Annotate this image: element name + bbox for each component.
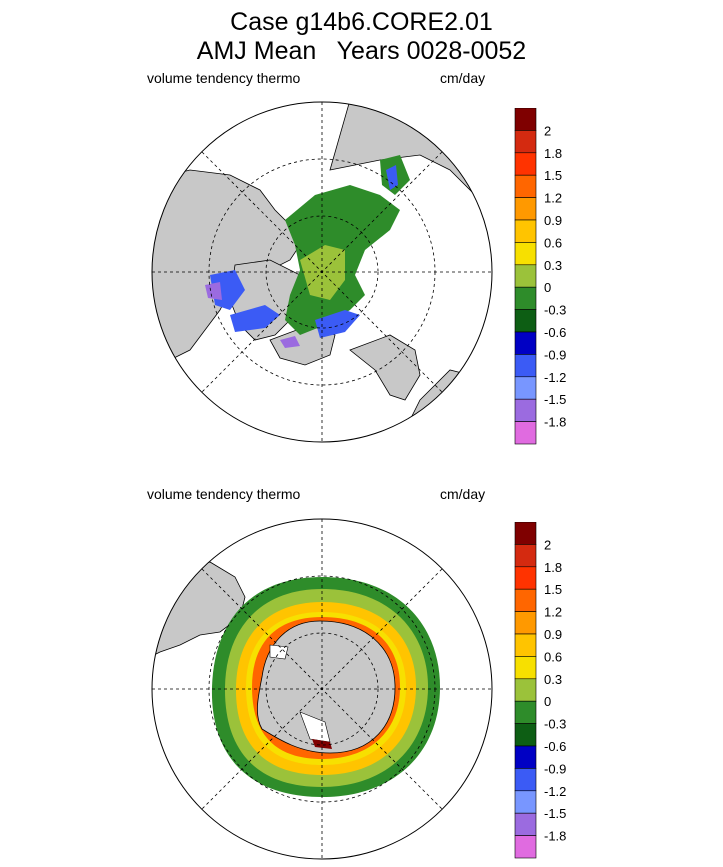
top-colorbar-box [514, 376, 537, 400]
bottom-colorbar-box [514, 812, 537, 836]
bottom-colorbar-box [514, 611, 537, 635]
top-colorbar-label: -1.5 [544, 392, 566, 407]
top-colorbar-label: -0.9 [544, 347, 566, 362]
bottom-colorbar-box [514, 835, 537, 859]
bottom-colorbar-label: -0.6 [544, 739, 566, 754]
bottom-colorbar-label: -1.8 [544, 829, 566, 844]
panel2-units-label: cm/day [440, 486, 486, 502]
top-colorbar-label: -0.6 [544, 325, 566, 340]
barents-ice-blue [315, 310, 360, 338]
bottom-colorbar-box [514, 522, 537, 545]
top-colorbar-box [514, 286, 537, 310]
bottom-colorbar-label: 0.9 [544, 627, 562, 642]
arctic-graticule [152, 102, 492, 442]
bottom-colorbar-box [514, 656, 537, 680]
bottom-colorbar-label: -1.5 [544, 806, 566, 821]
colorbar-top: 2 1.8 1.5 1.2 0.9 0.6 0.3 0 -0.3 -0.6 -0.9 -1.2 -1.5… [514, 108, 566, 445]
antarctic-polar-map [151, 518, 493, 860]
bottom-colorbar-label: 1.5 [544, 582, 562, 597]
antarctic-graticule [152, 519, 492, 859]
top-colorbar-label: -1.2 [544, 370, 566, 385]
panel2-variable-label: volume tendency thermo [147, 486, 301, 502]
top-colorbar-box [514, 264, 537, 288]
top-colorbar-box [514, 130, 537, 154]
top-colorbar-label: 2 [544, 123, 551, 138]
top-colorbar-box [514, 242, 537, 266]
panel1-units-label: cm/day [440, 70, 486, 86]
top-colorbar-box [514, 219, 537, 243]
hudson-ice-purple [205, 282, 222, 300]
top-colorbar-box [514, 309, 537, 333]
top-colorbar-label: 0.6 [544, 235, 562, 250]
bottom-colorbar-label: -1.2 [544, 784, 566, 799]
panel1-variable-label: volume tendency thermo [147, 70, 301, 86]
bottom-colorbar-box [514, 723, 537, 747]
hudson-ice-blue [210, 270, 245, 310]
top-colorbar-box [514, 354, 537, 378]
weddell-ice-shelf [269, 644, 289, 660]
arctic-map-border [151, 101, 493, 443]
greenland-sea-ice-purple [280, 336, 300, 348]
bottom-colorbar-label: 0.3 [544, 672, 562, 687]
top-colorbar-label: 1.8 [544, 146, 562, 161]
antarctic-map-border [151, 518, 493, 860]
top-colorbar-label: 0.3 [544, 258, 562, 273]
top-colorbar-label: 0 [544, 280, 551, 295]
top-colorbar-label: -0.3 [544, 303, 566, 318]
top-colorbar-label: 0.9 [544, 213, 562, 228]
bottom-colorbar-box [514, 745, 537, 769]
bottom-colorbar-box [514, 588, 537, 612]
labrador-ice-blue [230, 305, 280, 332]
top-colorbar-label: -1.8 [544, 415, 566, 430]
arctic-polar-map [151, 101, 493, 443]
bottom-colorbar-label: 1.8 [544, 560, 562, 575]
top-colorbar-box [514, 421, 537, 445]
antarctica-landmass [257, 620, 396, 754]
top-colorbar-box [514, 197, 537, 221]
top-colorbar-box [514, 174, 537, 198]
plot-title-line1: Case g14b6.CORE2.01 [230, 8, 493, 36]
bottom-colorbar-box [514, 633, 537, 657]
scandinavia-landmass [349, 334, 421, 401]
bottom-colorbar-box [514, 544, 537, 568]
bottom-colorbar-label: 0.6 [544, 649, 562, 664]
okhotsk-ice-blue [386, 165, 398, 190]
top-colorbar-label: 1.5 [544, 168, 562, 183]
bottom-colorbar-box [514, 566, 537, 590]
plot-title-line2: AMJ Mean Years 0028-0052 [196, 37, 527, 65]
bottom-colorbar-label: 2 [544, 537, 551, 552]
colorbar-bottom: 2 1.8 1.5 1.2 0.9 0.6 0.3 0 -0.3 -0.6 -0.9 -1.2 -1.5… [514, 522, 566, 859]
top-colorbar-box [514, 398, 537, 422]
top-colorbar-box [514, 331, 537, 355]
bottom-colorbar-label: 0 [544, 694, 551, 709]
bottom-colorbar-box [514, 700, 537, 724]
bottom-colorbar-box [514, 768, 537, 792]
top-colorbar-box [514, 152, 537, 176]
bottom-colorbar-label: 1.2 [544, 605, 562, 620]
bottom-colorbar-box [514, 678, 537, 702]
bottom-colorbar-label: -0.9 [544, 761, 566, 776]
top-colorbar-box [514, 108, 537, 131]
top-colorbar-label: 1.2 [544, 191, 562, 206]
bottom-colorbar-label: -0.3 [544, 717, 566, 732]
bottom-colorbar-box [514, 790, 537, 814]
